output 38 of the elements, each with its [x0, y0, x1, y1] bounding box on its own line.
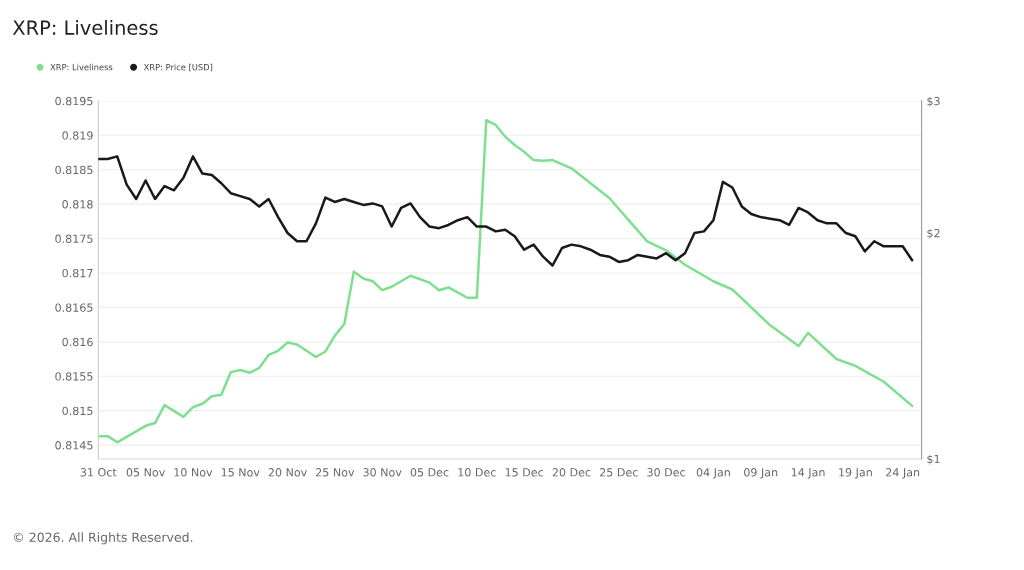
x-tick-label: 05 Nov — [126, 468, 165, 477]
x-tick-label: 15 Nov — [221, 468, 260, 477]
text: © 2026. All Rights Reserved. — [14, 532, 193, 545]
y2-tick-label: $2 — [927, 228, 940, 239]
y2-tick-label: $1 — [927, 454, 940, 465]
y-tick-label: 0.8155 — [55, 372, 93, 381]
legend-label: XRP: Liveliness — [50, 63, 113, 71]
x-tick-label: 14 Jan — [791, 468, 825, 479]
y-tick-label: 0.8175 — [55, 234, 93, 243]
x-tick-label: 30 Dec — [647, 468, 685, 477]
y-tick-label: 0.818 — [62, 200, 93, 209]
y-tick-label: 0.8185 — [55, 165, 93, 175]
x-tick-label: 09 Jan — [744, 468, 778, 479]
y-tick-label: 0.8145 — [55, 441, 93, 450]
x-tick-label: 04 Jan — [696, 468, 730, 479]
x-tick-label: 05 Dec — [410, 468, 449, 477]
x-tick-label: 25 Nov — [316, 468, 355, 477]
y-tick-label: 0.8195 — [55, 96, 93, 106]
x-tick-label: 19 Jan — [839, 468, 872, 479]
y-tick-label: 0.815 — [62, 406, 93, 416]
y-tick-label: 0.817 — [62, 268, 93, 278]
line-series — [98, 118, 914, 444]
x-tick-label: 24 Jan — [886, 468, 920, 479]
legend-label: XRP: Price [USD] — [143, 63, 213, 72]
x-tick-label: 25 Dec — [600, 468, 638, 477]
y-tick-label: 0.816 — [62, 337, 93, 347]
x-tick-label: 15 Dec — [505, 468, 544, 477]
x-tick-label: 10 Nov — [174, 468, 213, 477]
x-tick-label: 30 Nov — [363, 468, 402, 477]
line-series — [98, 155, 914, 267]
x-tick-label: 31 Oct — [80, 468, 117, 477]
x-tick-label: 20 Dec — [552, 468, 591, 477]
y2-tick-label: $3 — [927, 96, 940, 107]
x-tick-label: 20 Nov — [268, 468, 307, 477]
chart-title: XRP: Liveliness — [12, 19, 158, 35]
y-tick-label: 0.819 — [62, 131, 93, 140]
x-tick-label: 10 Dec — [458, 468, 496, 477]
y-tick-label: 0.8165 — [55, 303, 93, 312]
